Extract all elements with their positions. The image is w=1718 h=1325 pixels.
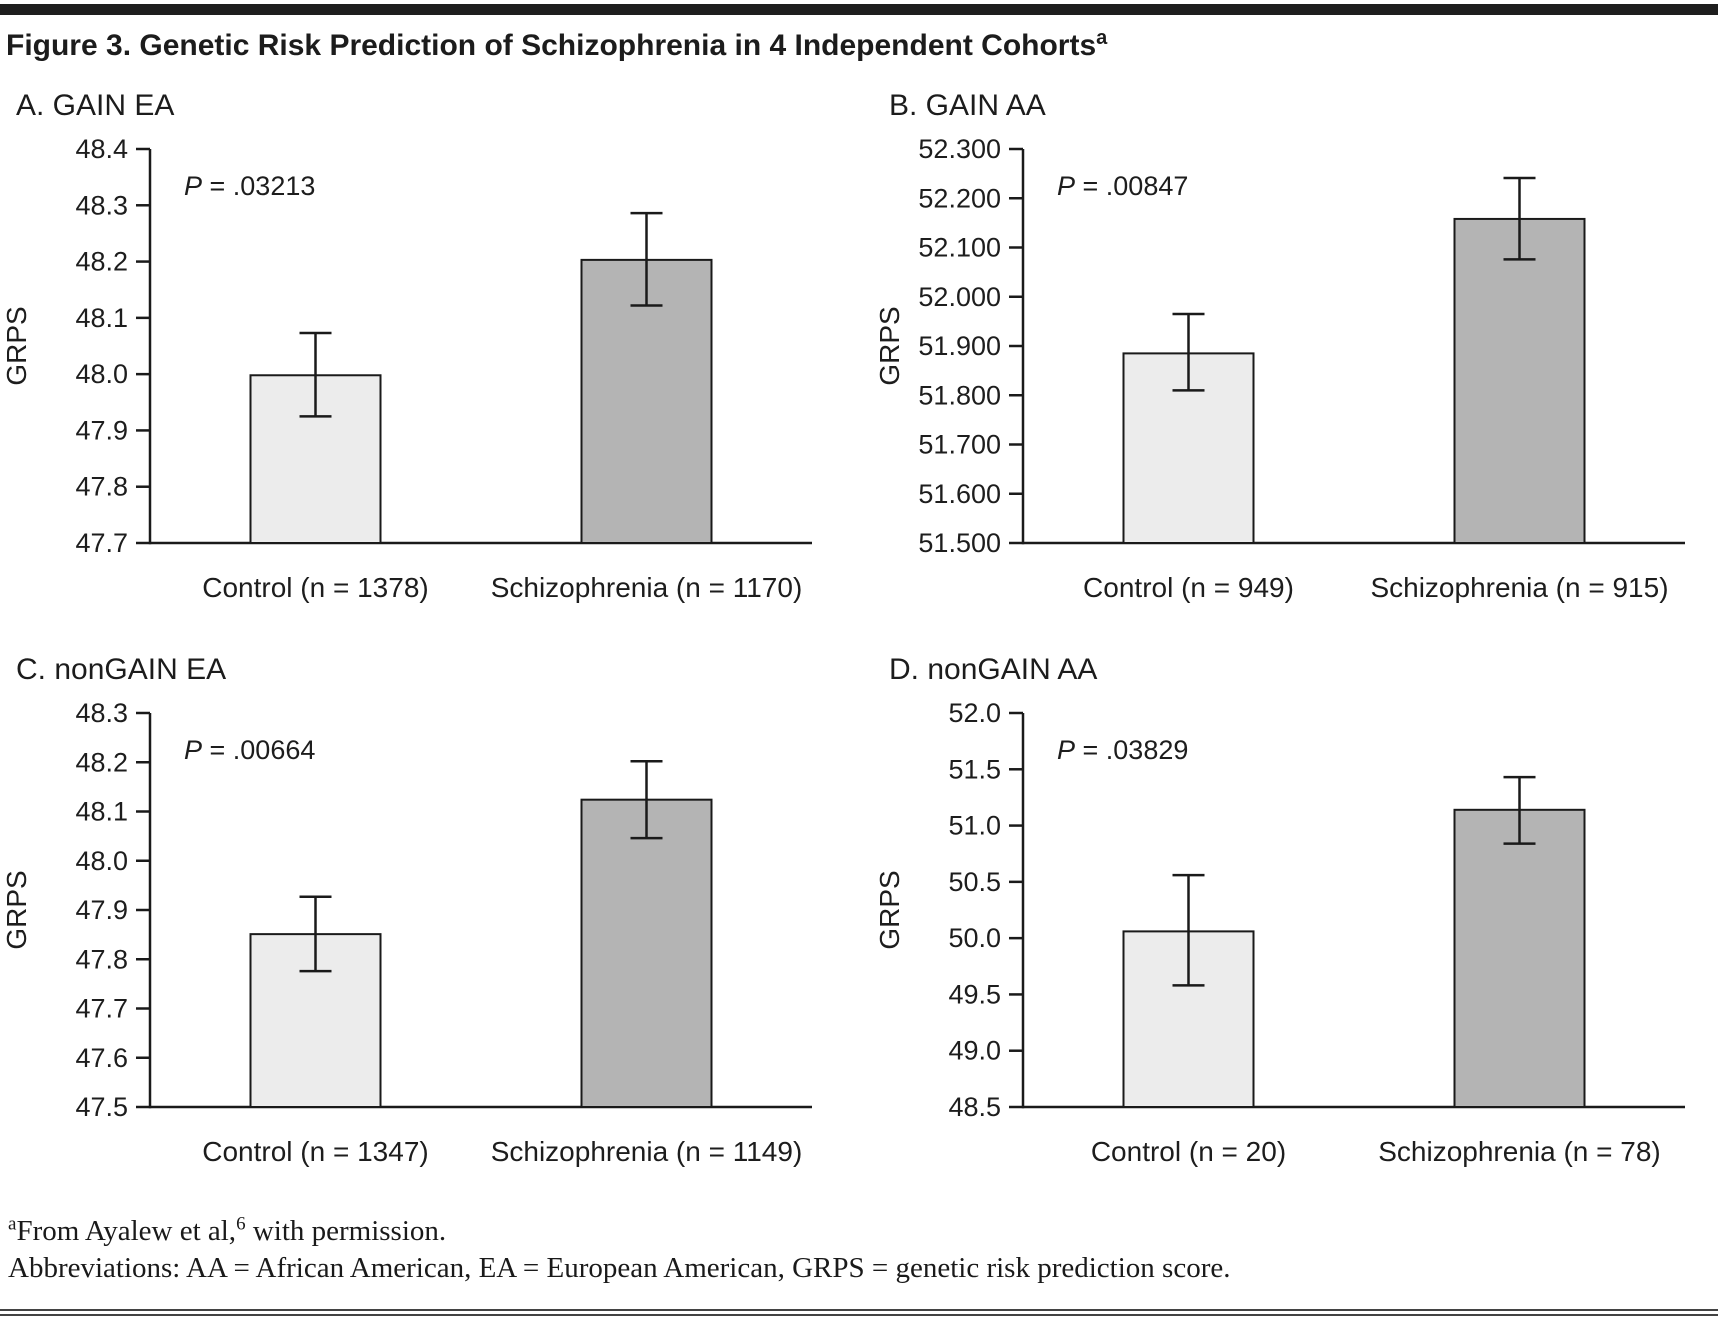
y-tick-label: 49.0 bbox=[948, 1036, 1001, 1066]
y-tick-label: 52.0 bbox=[948, 699, 1001, 728]
panel-a-chart: 47.7 47.8 47.9 48.0 48.1 48.2 48.3 48.4 GRPS P = … bbox=[1, 135, 812, 603]
y-tick-label: 51.800 bbox=[918, 380, 1001, 410]
y-tick-label: 47.8 bbox=[75, 472, 128, 502]
y-tick-label: 47.6 bbox=[75, 1043, 128, 1073]
y-tick-label: 47.7 bbox=[75, 528, 128, 558]
y-axis-title: GRPS bbox=[874, 306, 905, 385]
y-tick-label: 48.1 bbox=[75, 797, 128, 827]
y-tick-label: 51.500 bbox=[918, 528, 1001, 558]
figure-title: Figure 3. Genetic Risk Prediction of Sch… bbox=[6, 27, 1718, 63]
bottom-rule bbox=[0, 1309, 1718, 1316]
p-value-label: P = .00664 bbox=[184, 735, 315, 765]
y-tick-label: 52.200 bbox=[918, 183, 1001, 213]
y-tick-label: 47.9 bbox=[75, 415, 128, 445]
top-rule bbox=[0, 4, 1718, 15]
category-label-schizophrenia: Schizophrenia (n = 1170) bbox=[491, 572, 803, 603]
panel-d-chart: 48.5 49.0 49.5 50.0 50.5 51.0 51.5 52.0 GRPS P = … bbox=[874, 699, 1685, 1167]
y-tick-label: 51.5 bbox=[948, 754, 1001, 784]
y-tick-label: 47.8 bbox=[75, 944, 128, 974]
y-tick-label: 51.600 bbox=[918, 479, 1001, 509]
panel-c-chart: 47.5 47.6 47.7 47.8 47.9 48.0 48.1 48.2 48.3 GRPS… bbox=[1, 699, 812, 1167]
y-axis-title: GRPS bbox=[874, 870, 905, 949]
title-footnote-marker: a bbox=[1096, 27, 1108, 49]
bar-schizophrenia bbox=[1453, 808, 1586, 1108]
panel-c: C. nonGAIN EA 47.5 47.6 47.7 47.8 47.9 48.0 48… bbox=[0, 653, 859, 1199]
footnote-permission-end: with permission. bbox=[245, 1215, 447, 1247]
y-tick-label: 51.0 bbox=[948, 811, 1001, 841]
y-tick-label: 48.0 bbox=[75, 846, 128, 876]
panel-d: D. nonGAIN AA 48.5 49.0 49.5 50.0 50.5 51.0 51… bbox=[859, 653, 1718, 1199]
category-label-control: Control (n = 20) bbox=[1091, 1136, 1286, 1167]
y-tick-label: 51.900 bbox=[918, 331, 1001, 361]
y-tick-label: 48.2 bbox=[75, 747, 128, 777]
bar-schizophrenia bbox=[580, 798, 713, 1109]
y-tick-label: 48.5 bbox=[948, 1092, 1001, 1122]
footnote-reference-number: 6 bbox=[236, 1213, 246, 1235]
y-tick-label: 51.700 bbox=[918, 430, 1001, 460]
category-label-control: Control (n = 949) bbox=[1083, 572, 1294, 603]
category-label-control: Control (n = 1378) bbox=[202, 572, 428, 603]
panel-b-chart: 51.500 51.600 51.700 51.800 51.900 52.000 52.1… bbox=[874, 135, 1685, 603]
panel-a: A. GAIN EA 47.7 47.8 47.9 48.0 48.1 48.2 48.3 4… bbox=[0, 89, 859, 635]
figure-footnotes: aFrom Ayalew et al,6 with permission. Ab… bbox=[8, 1213, 1718, 1287]
figure-title-text: Figure 3. Genetic Risk Prediction of Sch… bbox=[6, 29, 1097, 62]
p-value-label: P = .03213 bbox=[184, 171, 315, 201]
y-tick-label: 49.5 bbox=[948, 979, 1001, 1009]
bar-schizophrenia bbox=[580, 258, 713, 545]
panel-d-title: D. nonGAIN AA bbox=[889, 653, 1098, 686]
y-tick-label: 52.000 bbox=[918, 282, 1001, 312]
panel-b-title: B. GAIN AA bbox=[889, 89, 1046, 122]
y-axis-title: GRPS bbox=[1, 306, 32, 385]
y-tick-label: 50.5 bbox=[948, 867, 1001, 897]
bar-schizophrenia bbox=[1453, 217, 1586, 544]
footnote-permission: aFrom Ayalew et al,6 with permission. bbox=[8, 1213, 1718, 1250]
footnote-permission-text: From Ayalew et al, bbox=[16, 1215, 237, 1247]
footnote-marker: a bbox=[8, 1213, 17, 1235]
y-tick-label: 48.4 bbox=[75, 135, 128, 164]
panels-grid: A. GAIN EA 47.7 47.8 47.9 48.0 48.1 48.2 48.3 4… bbox=[0, 89, 1718, 1199]
category-label-control: Control (n = 1347) bbox=[202, 1136, 428, 1167]
category-label-schizophrenia: Schizophrenia (n = 78) bbox=[1378, 1136, 1661, 1167]
panel-c-title: C. nonGAIN EA bbox=[16, 653, 227, 686]
y-tick-label: 50.0 bbox=[948, 923, 1001, 953]
y-tick-label: 48.3 bbox=[75, 699, 128, 728]
y-tick-label: 48.0 bbox=[75, 359, 128, 389]
y-tick-label: 48.2 bbox=[75, 247, 128, 277]
y-tick-label: 52.300 bbox=[918, 135, 1001, 164]
panel-b: B. GAIN AA 51.500 51.600 51.700 51.800 51.90… bbox=[859, 89, 1718, 635]
y-tick-label: 48.3 bbox=[75, 190, 128, 220]
p-value-label: P = .00847 bbox=[1057, 171, 1188, 201]
y-tick-label: 52.100 bbox=[918, 233, 1001, 263]
y-tick-label: 48.1 bbox=[75, 303, 128, 333]
category-label-schizophrenia: Schizophrenia (n = 915) bbox=[1370, 572, 1668, 603]
category-label-schizophrenia: Schizophrenia (n = 1149) bbox=[491, 1136, 803, 1167]
y-tick-label: 47.7 bbox=[75, 994, 128, 1024]
panel-a-title: A. GAIN EA bbox=[16, 89, 175, 122]
y-tick-label: 47.9 bbox=[75, 895, 128, 925]
p-value-label: P = .03829 bbox=[1057, 735, 1188, 765]
footnote-abbreviations: Abbreviations: AA = African American, EA… bbox=[8, 1252, 1231, 1284]
y-axis-title: GRPS bbox=[1, 870, 32, 949]
y-tick-label: 47.5 bbox=[75, 1092, 128, 1122]
